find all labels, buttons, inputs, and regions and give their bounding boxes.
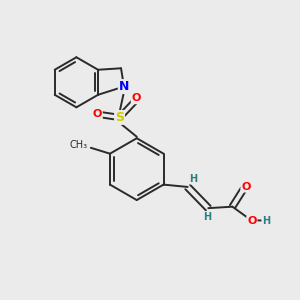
- Text: S: S: [115, 111, 124, 124]
- Text: O: O: [241, 182, 251, 192]
- Text: O: O: [92, 109, 102, 119]
- Text: O: O: [132, 93, 141, 103]
- Text: CH₃: CH₃: [69, 140, 87, 150]
- Text: H: H: [262, 215, 270, 226]
- Text: H: H: [203, 212, 211, 222]
- Text: O: O: [247, 216, 256, 226]
- Text: N: N: [119, 80, 129, 93]
- Text: H: H: [189, 174, 197, 184]
